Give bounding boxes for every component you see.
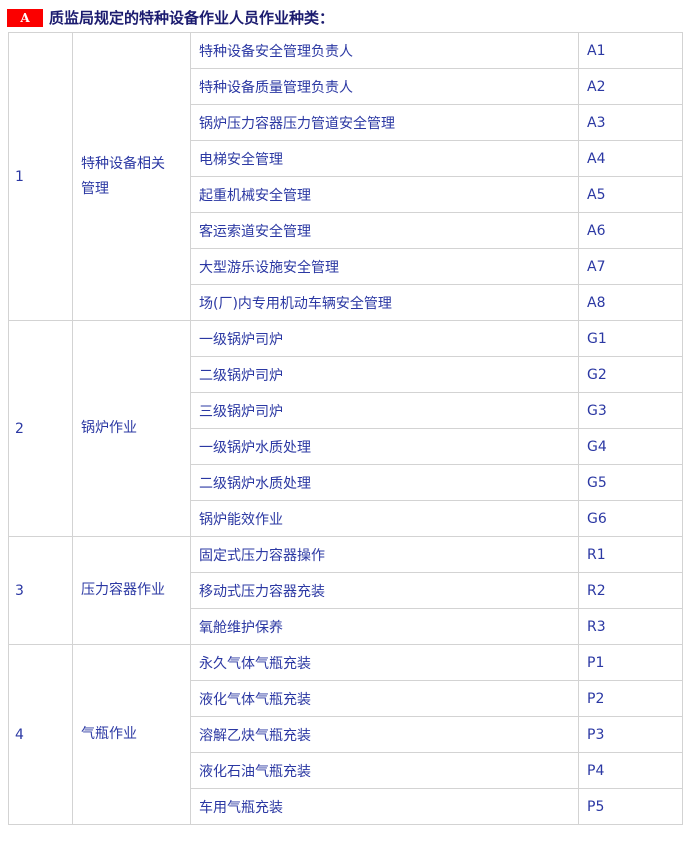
code-cell: G4 bbox=[578, 428, 683, 465]
job-cell: 一级锅炉水质处理 bbox=[190, 428, 579, 465]
section-category: 特种设备相关管理 bbox=[72, 32, 191, 321]
job-categories-table: 1 特种设备相关管理 特种设备安全管理负责人 A1 特种设备质量管理负责人 A2… bbox=[8, 32, 683, 825]
code-cell: A2 bbox=[578, 68, 683, 105]
job-cell: 液化石油气瓶充装 bbox=[190, 752, 579, 789]
table-row: 二级锅炉司炉 G2 bbox=[9, 356, 683, 393]
section-category: 压力容器作业 bbox=[72, 536, 191, 645]
job-cell: 电梯安全管理 bbox=[190, 140, 579, 177]
job-cell: 场(厂)内专用机动车辆安全管理 bbox=[190, 284, 579, 321]
job-cell: 锅炉压力容器压力管道安全管理 bbox=[190, 104, 579, 141]
code-cell: P4 bbox=[578, 752, 683, 789]
table-row: 客运索道安全管理 A6 bbox=[9, 212, 683, 249]
code-cell: A3 bbox=[578, 104, 683, 141]
job-cell: 大型游乐设施安全管理 bbox=[190, 248, 579, 285]
table-row: 液化气体气瓶充装 P2 bbox=[9, 680, 683, 717]
code-cell: A5 bbox=[578, 176, 683, 213]
job-cell: 移动式压力容器充装 bbox=[190, 572, 579, 609]
job-cell: 三级锅炉司炉 bbox=[190, 392, 579, 429]
table-row: 场(厂)内专用机动车辆安全管理 A8 bbox=[9, 284, 683, 321]
job-cell: 氧舱维护保养 bbox=[190, 608, 579, 645]
job-cell: 固定式压力容器操作 bbox=[190, 536, 579, 573]
table-row: 1 特种设备相关管理 特种设备安全管理负责人 A1 bbox=[8, 32, 683, 321]
section-category: 锅炉作业 bbox=[72, 320, 191, 537]
table-row: 三级锅炉司炉 G3 bbox=[9, 392, 683, 429]
job-cell: 永久气体气瓶充装 bbox=[190, 644, 579, 681]
job-cell: 客运索道安全管理 bbox=[190, 212, 579, 249]
code-cell: P1 bbox=[578, 644, 683, 681]
table-row: 3 压力容器作业 固定式压力容器操作 R1 bbox=[8, 536, 683, 645]
code-cell: G1 bbox=[578, 320, 683, 357]
code-cell: G5 bbox=[578, 464, 683, 501]
code-cell: A4 bbox=[578, 140, 683, 177]
code-cell: G2 bbox=[578, 356, 683, 393]
table-row: 起重机械安全管理 A5 bbox=[9, 176, 683, 213]
code-cell: A7 bbox=[578, 248, 683, 285]
job-cell: 车用气瓶充装 bbox=[190, 788, 579, 825]
code-cell: A6 bbox=[578, 212, 683, 249]
table-row: 锅炉能效作业 G6 bbox=[9, 500, 683, 537]
section-category: 气瓶作业 bbox=[72, 644, 191, 825]
job-cell: 液化气体气瓶充装 bbox=[190, 680, 579, 717]
job-cell: 起重机械安全管理 bbox=[190, 176, 579, 213]
job-cell: 二级锅炉司炉 bbox=[190, 356, 579, 393]
table-row: 液化石油气瓶充装 P4 bbox=[9, 752, 683, 789]
job-cell: 二级锅炉水质处理 bbox=[190, 464, 579, 501]
code-cell: R2 bbox=[578, 572, 683, 609]
job-cell: 特种设备质量管理负责人 bbox=[190, 68, 579, 105]
table-row: 溶解乙炔气瓶充装 P3 bbox=[9, 716, 683, 753]
table-row: 特种设备质量管理负责人 A2 bbox=[9, 68, 683, 105]
section-header: A 质监局规定的特种设备作业人员作业种类： bbox=[7, 9, 689, 27]
table-row: 电梯安全管理 A4 bbox=[9, 140, 683, 177]
table-row: 大型游乐设施安全管理 A7 bbox=[9, 248, 683, 285]
code-cell: P5 bbox=[578, 788, 683, 825]
table-row: 4 气瓶作业 永久气体气瓶充装 P1 bbox=[8, 644, 683, 825]
table-row: 锅炉压力容器压力管道安全管理 A3 bbox=[9, 104, 683, 141]
code-cell: R1 bbox=[578, 536, 683, 573]
job-cell: 一级锅炉司炉 bbox=[190, 320, 579, 357]
section-number: 2 bbox=[8, 320, 73, 537]
table-row: 车用气瓶充装 P5 bbox=[9, 788, 683, 825]
job-cell: 锅炉能效作业 bbox=[190, 500, 579, 537]
code-cell: R3 bbox=[578, 608, 683, 645]
page-title: 质监局规定的特种设备作业人员作业种类： bbox=[49, 9, 335, 27]
table-row: 2 锅炉作业 一级锅炉司炉 G1 bbox=[8, 320, 683, 537]
job-cell: 溶解乙炔气瓶充装 bbox=[190, 716, 579, 753]
section-badge: A bbox=[7, 9, 43, 27]
section-number: 1 bbox=[8, 32, 73, 321]
section-number: 4 bbox=[8, 644, 73, 825]
code-cell: G3 bbox=[578, 392, 683, 429]
code-cell: A8 bbox=[578, 284, 683, 321]
job-cell: 特种设备安全管理负责人 bbox=[190, 32, 579, 69]
code-cell: P3 bbox=[578, 716, 683, 753]
code-cell: P2 bbox=[578, 680, 683, 717]
code-cell: G6 bbox=[578, 500, 683, 537]
section-number: 3 bbox=[8, 536, 73, 645]
code-cell: A1 bbox=[578, 32, 683, 69]
table-row: 氧舱维护保养 R3 bbox=[9, 608, 683, 645]
table-row: 二级锅炉水质处理 G5 bbox=[9, 464, 683, 501]
table-row: 移动式压力容器充装 R2 bbox=[9, 572, 683, 609]
